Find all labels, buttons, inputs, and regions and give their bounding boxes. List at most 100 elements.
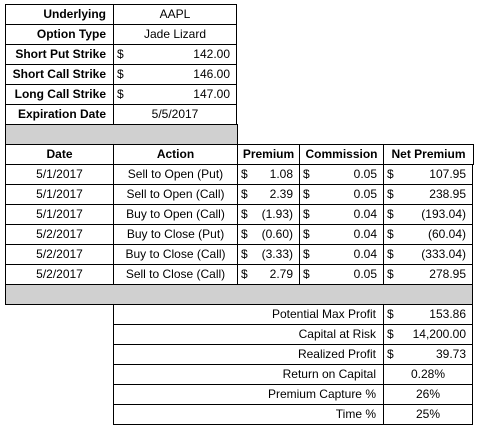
amount-value: 0.05 <box>353 267 377 281</box>
currency-symbol: $ <box>387 167 394 181</box>
trade-commission[interactable]: $0.04 <box>299 204 384 225</box>
amount-value: (1.93) <box>261 207 293 221</box>
header-commission: Commission <box>299 144 384 165</box>
trade-net-premium[interactable]: $ (193.04) <box>383 204 473 225</box>
amount-value: 0.04 <box>353 207 377 221</box>
trade-commission[interactable]: $0.04 <box>299 244 384 265</box>
currency-symbol: $ <box>117 47 124 61</box>
trade-date[interactable]: 5/1/2017 <box>5 164 114 185</box>
summary-label: Premium Capture % <box>113 384 384 405</box>
info-label: Option Type <box>5 24 114 45</box>
summary-value[interactable]: $153.86 <box>383 304 473 325</box>
trade-net-premium[interactable]: $ (333.04) <box>383 244 473 265</box>
info-value[interactable]: 5/5/2017 <box>113 104 237 125</box>
amount-value: (60.04) <box>427 227 466 241</box>
amount-value: 14,200.00 <box>412 327 466 341</box>
amount-value: 153.86 <box>429 307 466 321</box>
currency-symbol: $ <box>241 227 248 241</box>
currency-symbol: $ <box>241 267 248 281</box>
trade-date[interactable]: 5/1/2017 <box>5 184 114 205</box>
currency-symbol: $ <box>241 167 248 181</box>
info-value[interactable]: $146.00 <box>113 64 237 85</box>
trade-action[interactable]: Buy to Close (Call) <box>113 244 238 265</box>
currency-symbol: $ <box>117 67 124 81</box>
trade-net-premium[interactable]: $ (60.04) <box>383 224 473 245</box>
info-label: Underlying <box>5 4 114 25</box>
summary-value[interactable]: 0.28% <box>383 364 473 385</box>
amount-value: 1.08 <box>269 167 293 181</box>
trade-commission[interactable]: $0.04 <box>299 224 384 245</box>
separator-row <box>5 284 473 305</box>
currency-symbol: $ <box>387 307 394 321</box>
currency-symbol: $ <box>241 207 248 221</box>
trade-premium[interactable]: $ (3.33) <box>237 244 300 265</box>
trade-action[interactable]: Buy to Close (Put) <box>113 224 238 245</box>
info-value[interactable]: AAPL <box>113 4 237 25</box>
amount-value: (3.33) <box>261 247 293 261</box>
currency-symbol: $ <box>117 87 124 101</box>
amount-value: 238.95 <box>429 187 466 201</box>
summary-value[interactable]: 26% <box>383 384 473 405</box>
amount-value: 147.00 <box>193 87 230 101</box>
info-label: Long Call Strike <box>5 84 114 105</box>
currency-symbol: $ <box>387 227 394 241</box>
trade-premium[interactable]: $ (1.93) <box>237 204 300 225</box>
trade-premium[interactable]: $1.08 <box>237 164 300 185</box>
summary-value[interactable]: $39.73 <box>383 344 473 365</box>
summary-label: Potential Max Profit <box>113 304 384 325</box>
trade-commission[interactable]: $0.05 <box>299 184 384 205</box>
summary-label: Capital at Risk <box>113 324 384 345</box>
summary-label: Time % <box>113 404 384 425</box>
trade-action[interactable]: Sell to Close (Call) <box>113 264 238 285</box>
currency-symbol: $ <box>303 227 310 241</box>
trade-premium[interactable]: $2.39 <box>237 184 300 205</box>
trade-date[interactable]: 5/2/2017 <box>5 224 114 245</box>
currency-symbol: $ <box>303 207 310 221</box>
amount-value: (193.04) <box>421 207 466 221</box>
amount-value: 146.00 <box>193 67 230 81</box>
trade-premium[interactable]: $ (0.60) <box>237 224 300 245</box>
amount-value: 2.79 <box>269 267 293 281</box>
info-value[interactable]: $142.00 <box>113 44 237 65</box>
header-date: Date <box>5 144 114 165</box>
amount-value: 278.95 <box>429 267 466 281</box>
currency-symbol: $ <box>387 247 394 261</box>
info-label: Short Put Strike <box>5 44 114 65</box>
currency-symbol: $ <box>303 167 310 181</box>
trade-date[interactable]: 5/1/2017 <box>5 204 114 225</box>
trade-net-premium[interactable]: $107.95 <box>383 164 473 185</box>
trade-premium[interactable]: $2.79 <box>237 264 300 285</box>
trade-commission[interactable]: $0.05 <box>299 264 384 285</box>
amount-value: 0.04 <box>353 247 377 261</box>
info-label: Short Call Strike <box>5 64 114 85</box>
amount-value: 0.05 <box>353 187 377 201</box>
currency-symbol: $ <box>241 247 248 261</box>
summary-label: Realized Profit <box>113 344 384 365</box>
currency-symbol: $ <box>387 347 394 361</box>
info-value[interactable]: $147.00 <box>113 84 237 105</box>
amount-value: 0.05 <box>353 167 377 181</box>
summary-value[interactable]: $14,200.00 <box>383 324 473 345</box>
info-label: Expiration Date <box>5 104 114 125</box>
amount-value: 107.95 <box>429 167 466 181</box>
summary-label: Return on Capital <box>113 364 384 385</box>
currency-symbol: $ <box>303 267 310 281</box>
separator-row <box>5 124 238 145</box>
currency-symbol: $ <box>241 187 248 201</box>
amount-value: 39.73 <box>435 347 466 361</box>
currency-symbol: $ <box>303 187 310 201</box>
trade-date[interactable]: 5/2/2017 <box>5 244 114 265</box>
trade-net-premium[interactable]: $238.95 <box>383 184 473 205</box>
amount-value: 2.39 <box>269 187 293 201</box>
trade-commission[interactable]: $0.05 <box>299 164 384 185</box>
trade-action[interactable]: Buy to Open (Call) <box>113 204 238 225</box>
header-action: Action <box>113 144 238 165</box>
currency-symbol: $ <box>303 247 310 261</box>
trade-action[interactable]: Sell to Open (Call) <box>113 184 238 205</box>
trade-date[interactable]: 5/2/2017 <box>5 264 114 285</box>
trade-net-premium[interactable]: $278.95 <box>383 264 473 285</box>
info-value[interactable]: Jade Lizard <box>113 24 237 45</box>
trade-action[interactable]: Sell to Open (Put) <box>113 164 238 185</box>
summary-value[interactable]: 25% <box>383 404 473 425</box>
amount-value: 0.04 <box>353 227 377 241</box>
